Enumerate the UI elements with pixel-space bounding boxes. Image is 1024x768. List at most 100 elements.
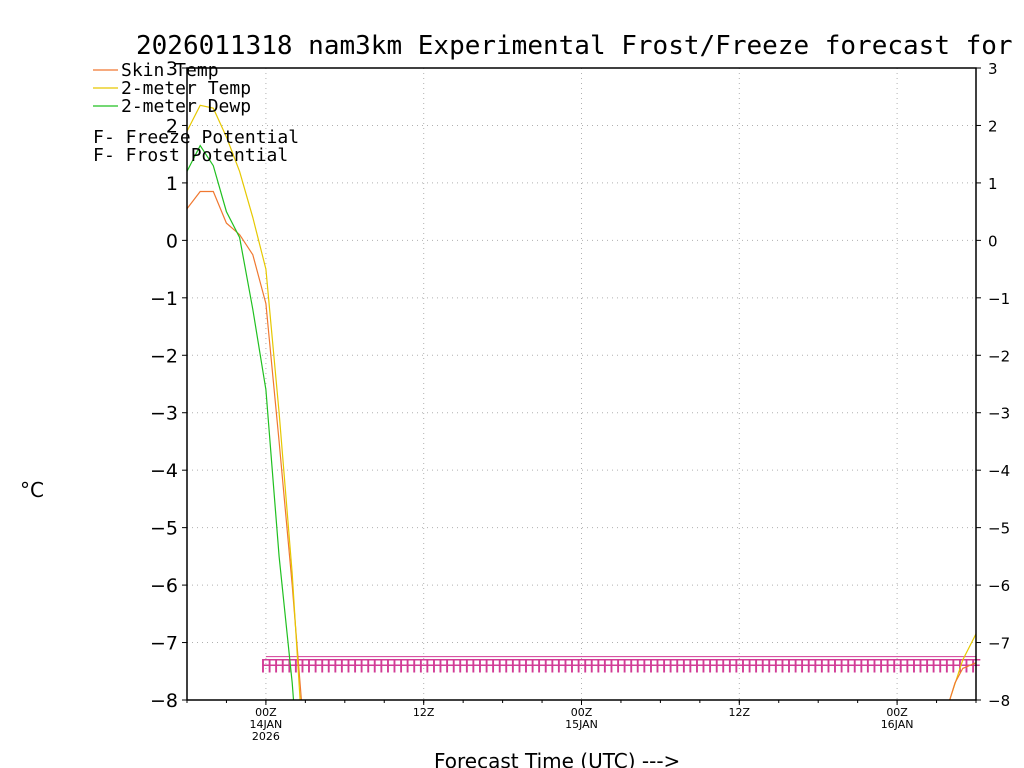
freeze-flag: F [523, 656, 534, 678]
freeze-flag: F [707, 656, 718, 678]
freeze-flag: F [858, 656, 869, 678]
freeze-flag: F [635, 656, 646, 678]
y-tick-label-right: −4 [988, 462, 1010, 480]
freeze-flag: F [359, 656, 370, 678]
freeze-flag: F [714, 656, 725, 678]
freeze-flag: F [779, 656, 790, 678]
freeze-flag: F [497, 656, 508, 678]
freeze-flag: F [352, 656, 363, 678]
freeze-flag: F [641, 656, 652, 678]
freeze-flag: F [286, 656, 297, 678]
x-tick-label: 12Z [413, 706, 435, 719]
freeze-flag: F [878, 656, 889, 678]
freeze-flag: F [904, 656, 915, 678]
freeze-flag: F [806, 656, 817, 678]
freeze-flag: F [727, 656, 738, 678]
freeze-flag: F [852, 656, 863, 678]
freeze-flag: F [332, 656, 343, 678]
y-tick-label-left: −6 [150, 575, 178, 597]
freeze-flag: F [865, 656, 876, 678]
freeze-flag: F [628, 656, 639, 678]
x-tick-label: 2026 [252, 730, 280, 743]
freeze-flag: F [549, 656, 560, 678]
series-line-skin-temp [186, 190, 302, 701]
freeze-flag: F [622, 656, 633, 678]
freeze-flag: F [299, 656, 310, 678]
y-tick-label-right: 0 [988, 232, 998, 250]
freeze-flag: F [746, 656, 757, 678]
x-tick-label: 00Z [571, 706, 593, 719]
freeze-flag: F [503, 656, 514, 678]
freeze-flag: F [825, 656, 836, 678]
freeze-flag: F [477, 656, 488, 678]
freeze-flag: F [582, 656, 593, 678]
freeze-flag: F [378, 656, 389, 678]
freeze-flag: F [464, 656, 475, 678]
x-tick-label: 00Z [886, 706, 908, 719]
freeze-flag: F [260, 656, 271, 678]
freeze-flag: F [569, 656, 580, 678]
freeze-flag: F [431, 656, 442, 678]
freeze-flag: F [687, 656, 698, 678]
legend-label: Skin Temp [121, 60, 219, 81]
freeze-flag: F [266, 656, 277, 678]
freeze-flag: F [773, 656, 784, 678]
x-tick-label: 00Z [255, 706, 277, 719]
freeze-flag: F [562, 656, 573, 678]
y-tick-label-left: −1 [150, 288, 178, 310]
series-line-2-meter-dewp [186, 144, 295, 701]
freeze-flag: F [339, 656, 350, 678]
freeze-flag: F [556, 656, 567, 678]
freeze-flag: F [733, 656, 744, 678]
freeze-flag: F [398, 656, 409, 678]
y-tick-label-left: 2 [166, 115, 178, 137]
freeze-flag: F [372, 656, 383, 678]
freeze-flag: F [615, 656, 626, 678]
freeze-flag: F [326, 656, 337, 678]
freeze-flag: F [391, 656, 402, 678]
legend-flag: F [93, 127, 104, 148]
freeze-flag: F [608, 656, 619, 678]
series-lines [186, 104, 977, 701]
freeze-flag: F [944, 656, 955, 678]
freeze-flag: F [845, 656, 856, 678]
freeze-flag: F [483, 656, 494, 678]
freeze-flag: F [313, 656, 324, 678]
legend-label: 2-meter Dewp [121, 96, 251, 117]
freeze-flag: F [437, 656, 448, 678]
freeze-flag: F [832, 656, 843, 678]
grid [187, 68, 976, 700]
freeze-flag: F [529, 656, 540, 678]
y-axis-label: °C [20, 478, 44, 502]
freeze-flag: F [661, 656, 672, 678]
legend-flag: F [93, 145, 104, 166]
y-tick-label-left: −5 [150, 518, 178, 540]
x-axis-label: Forecast Time (UTC) ---> [434, 749, 680, 768]
y-tick-label-right: −2 [988, 347, 1010, 365]
freeze-flag: F [950, 656, 961, 678]
freeze-flag: F [812, 656, 823, 678]
y-tick-label-left: 3 [166, 58, 178, 80]
series-line-2-meter-temp [186, 104, 301, 701]
y-tick-label-left: −3 [150, 403, 178, 425]
freeze-flag: F [470, 656, 481, 678]
freeze-flag: F [891, 656, 902, 678]
freeze-flag: F [365, 656, 376, 678]
freeze-flag: F [306, 656, 317, 678]
y-tick-label-left: −2 [150, 345, 178, 367]
freeze-flag: F [720, 656, 731, 678]
freeze-flag: F [839, 656, 850, 678]
legend-potential-label: - Frost Potential [104, 145, 288, 166]
freeze-flag: F [280, 656, 291, 678]
x-tick-label: 16JAN [881, 718, 914, 731]
freeze-flag: F [424, 656, 435, 678]
freeze-flag: F [674, 656, 685, 678]
chart-title: 2026011318 nam3km Experimental Frost/Fre… [136, 31, 1024, 61]
freeze-flag: F [792, 656, 803, 678]
freeze-flag: F [786, 656, 797, 678]
freeze-flag: F [536, 656, 547, 678]
freeze-flag: F [490, 656, 501, 678]
freeze-flag: F [516, 656, 527, 678]
freeze-flag: F [576, 656, 587, 678]
x-tick-label: 15JAN [565, 718, 598, 731]
